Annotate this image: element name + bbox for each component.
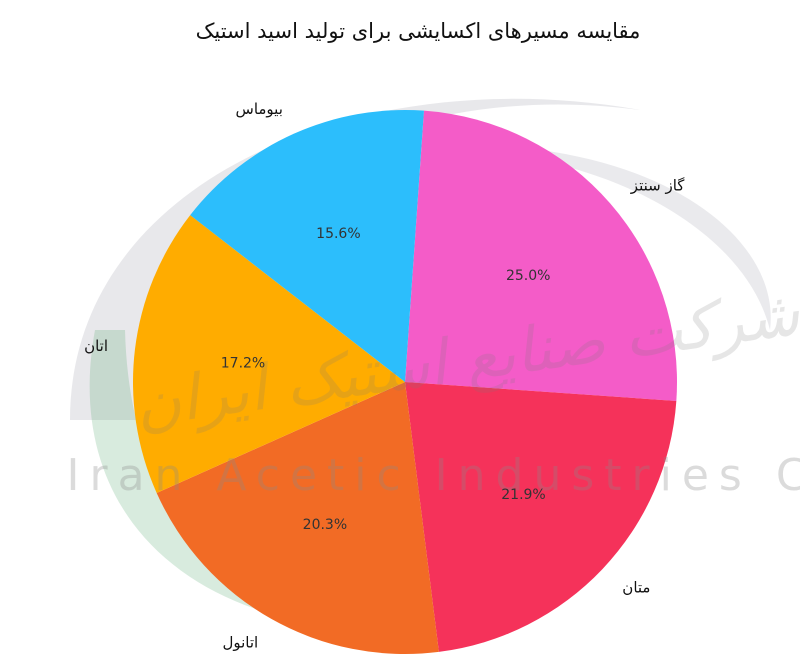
pie-labels: 25.0% گاز سنتز 21.9% متان 20.3% اتانول 17.2% ات… (84, 100, 685, 652)
pie-slices (132, 109, 678, 655)
slice-percent-label: 17.2% (221, 356, 265, 372)
chart-title: مقایسه مسیرهای اکسایشی برای تولید اسید ا… (196, 19, 641, 43)
slice-percent-label: 25.0% (506, 268, 550, 284)
watermark-swoosh-1 (89, 330, 420, 631)
slice-percent-label: 20.3% (303, 517, 347, 533)
pie-slice-1 (405, 382, 677, 652)
slice-percent-label: 15.6% (316, 226, 360, 242)
pie-slice-4 (190, 109, 424, 382)
pie-slice-3 (132, 215, 405, 493)
slice-category-label: اتانول (222, 634, 258, 652)
slice-category-label: بیوماس (236, 100, 283, 118)
slice-category-label: گاز سنتز (630, 177, 685, 195)
pie-slice-2 (156, 382, 439, 655)
slice-percent-label: 21.9% (501, 487, 545, 503)
slice-category-label: اتان (84, 337, 108, 355)
watermark-brand-text: Iran Acetic Industries Co (67, 450, 800, 501)
pie-slice-0 (405, 110, 678, 401)
watermark-swoosh-3 (540, 150, 771, 330)
watermark-swoosh-0 (70, 98, 640, 420)
slice-category-label: متان (622, 579, 650, 597)
